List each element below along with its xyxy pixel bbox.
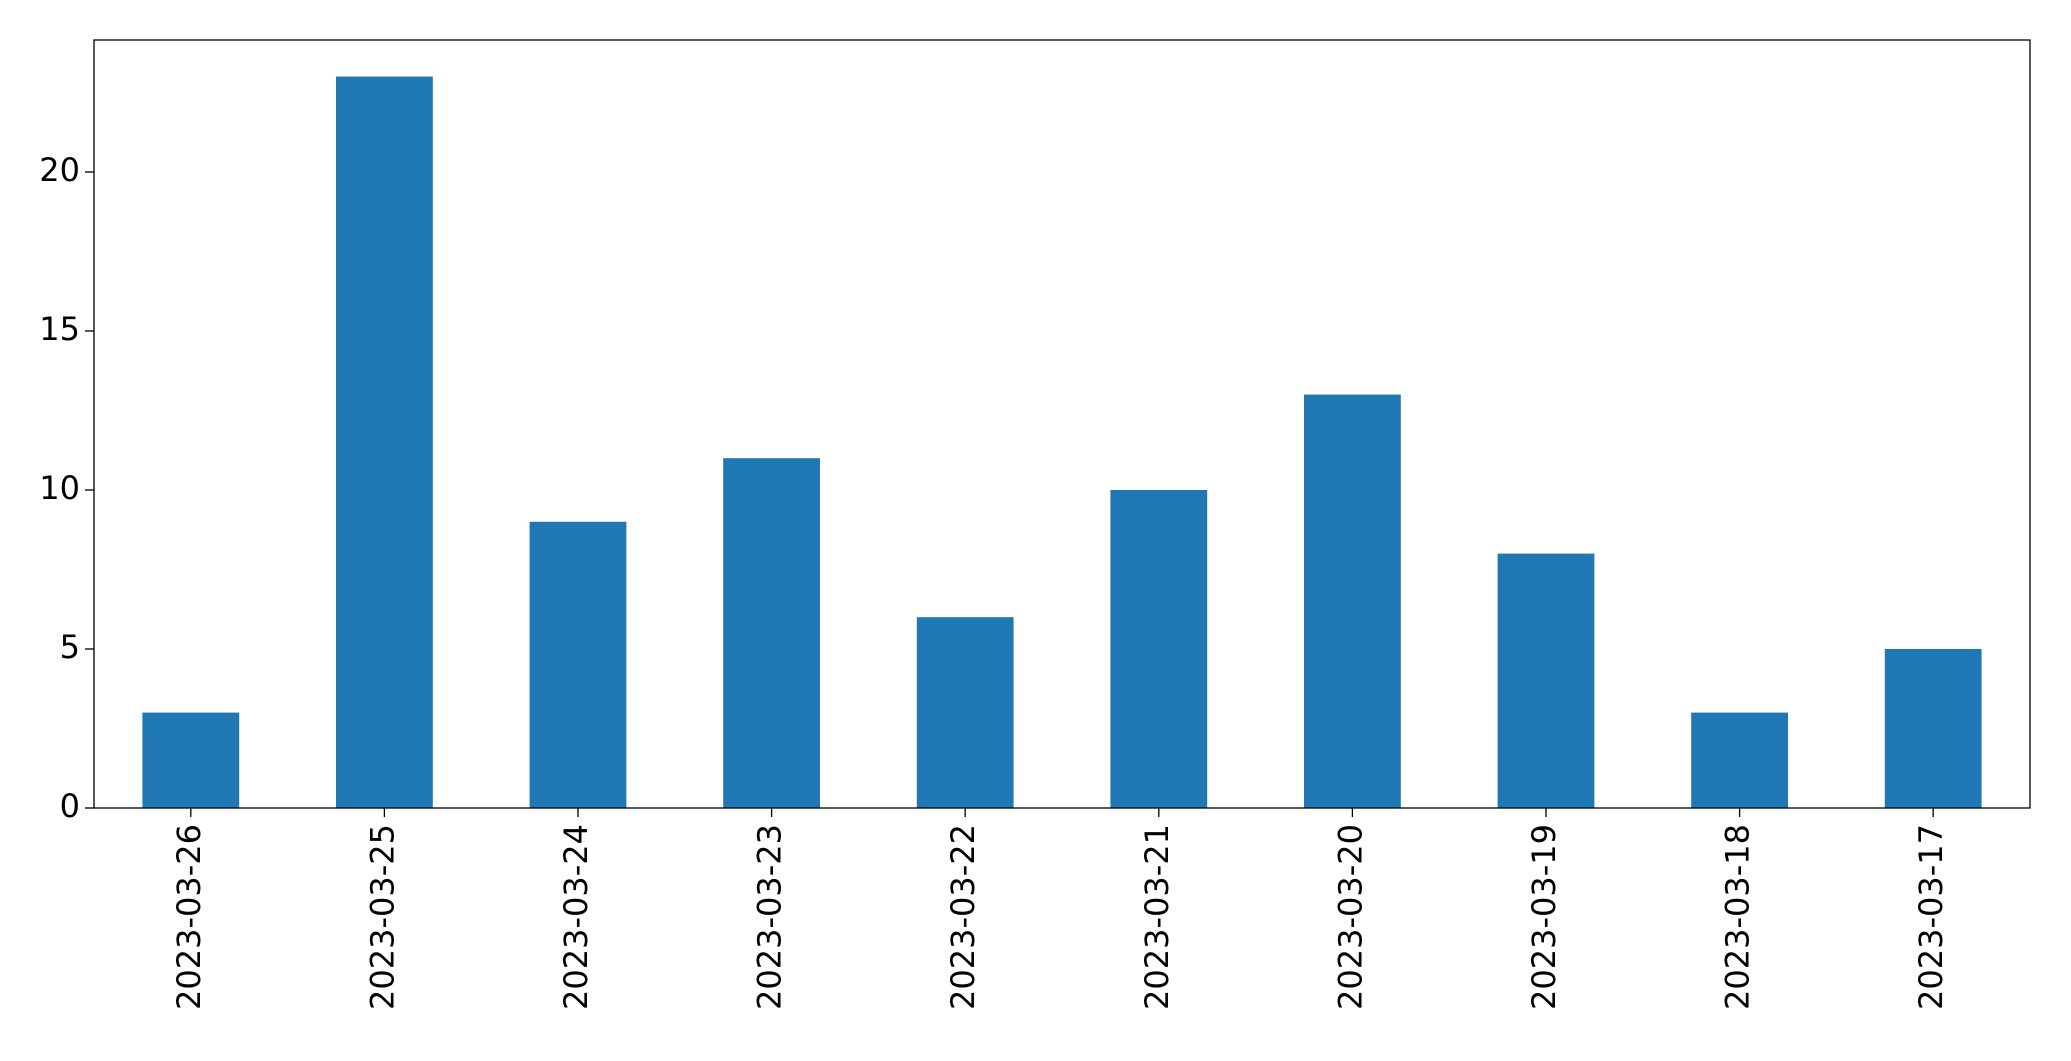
bar [1497, 553, 1595, 808]
y-tick-label: 0 [60, 787, 80, 825]
y-tick-label: 5 [60, 628, 80, 666]
bar [1691, 712, 1788, 808]
x-tick-label: 2023-03-19 [1525, 824, 1563, 1010]
x-tick-label: 2023-03-17 [1912, 824, 1950, 1010]
x-tick-label: 2023-03-18 [1719, 824, 1757, 1010]
y-tick-label: 10 [39, 469, 80, 507]
x-tick-label: 2023-03-25 [363, 824, 401, 1010]
bar [916, 617, 1014, 808]
bar [1110, 489, 1208, 808]
bar [1304, 394, 1401, 808]
bar [1884, 648, 1982, 808]
x-tick-label: 2023-03-26 [170, 824, 208, 1010]
x-tick-label: 2023-03-20 [1331, 824, 1369, 1010]
x-tick-label: 2023-03-22 [944, 824, 982, 1010]
bar [142, 712, 240, 808]
x-tick-label: 2023-03-24 [557, 824, 595, 1010]
y-tick-label: 15 [39, 310, 80, 348]
bar [336, 76, 433, 809]
plot-frame [93, 39, 2031, 809]
x-tick-label: 2023-03-23 [751, 824, 789, 1010]
bar [723, 458, 820, 808]
x-tick-label: 2023-03-21 [1138, 824, 1176, 1010]
y-tick-label: 20 [39, 151, 80, 189]
bar [529, 521, 627, 808]
